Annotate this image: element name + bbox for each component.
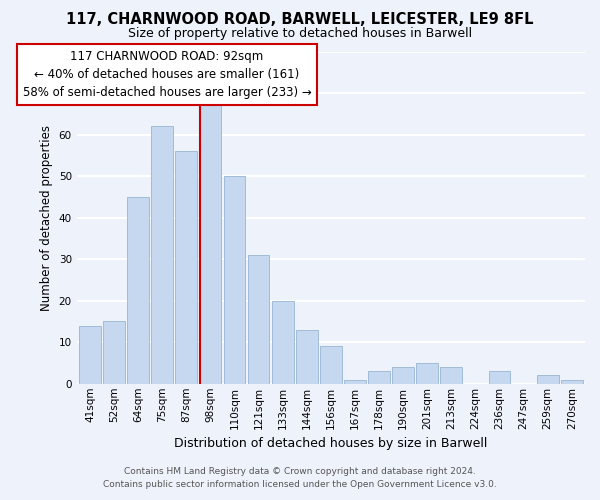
Bar <box>151 126 173 384</box>
Y-axis label: Number of detached properties: Number of detached properties <box>40 124 53 310</box>
X-axis label: Distribution of detached houses by size in Barwell: Distribution of detached houses by size … <box>174 437 488 450</box>
Text: Contains HM Land Registry data © Crown copyright and database right 2024.
Contai: Contains HM Land Registry data © Crown c… <box>103 468 497 489</box>
Bar <box>416 363 438 384</box>
Bar <box>561 380 583 384</box>
Text: Size of property relative to detached houses in Barwell: Size of property relative to detached ho… <box>128 28 472 40</box>
Bar <box>320 346 342 384</box>
Bar <box>488 372 511 384</box>
Bar <box>200 106 221 384</box>
Text: 117 CHARNWOOD ROAD: 92sqm
← 40% of detached houses are smaller (161)
58% of semi: 117 CHARNWOOD ROAD: 92sqm ← 40% of detac… <box>23 50 311 99</box>
Bar <box>392 367 414 384</box>
Bar <box>368 372 390 384</box>
Bar <box>127 197 149 384</box>
Bar <box>440 367 462 384</box>
Bar <box>103 322 125 384</box>
Bar <box>224 176 245 384</box>
Bar <box>79 326 101 384</box>
Bar <box>296 330 317 384</box>
Bar <box>175 151 197 384</box>
Bar <box>537 376 559 384</box>
Text: 117, CHARNWOOD ROAD, BARWELL, LEICESTER, LE9 8FL: 117, CHARNWOOD ROAD, BARWELL, LEICESTER,… <box>66 12 534 28</box>
Bar <box>272 300 293 384</box>
Bar <box>344 380 366 384</box>
Bar <box>248 255 269 384</box>
